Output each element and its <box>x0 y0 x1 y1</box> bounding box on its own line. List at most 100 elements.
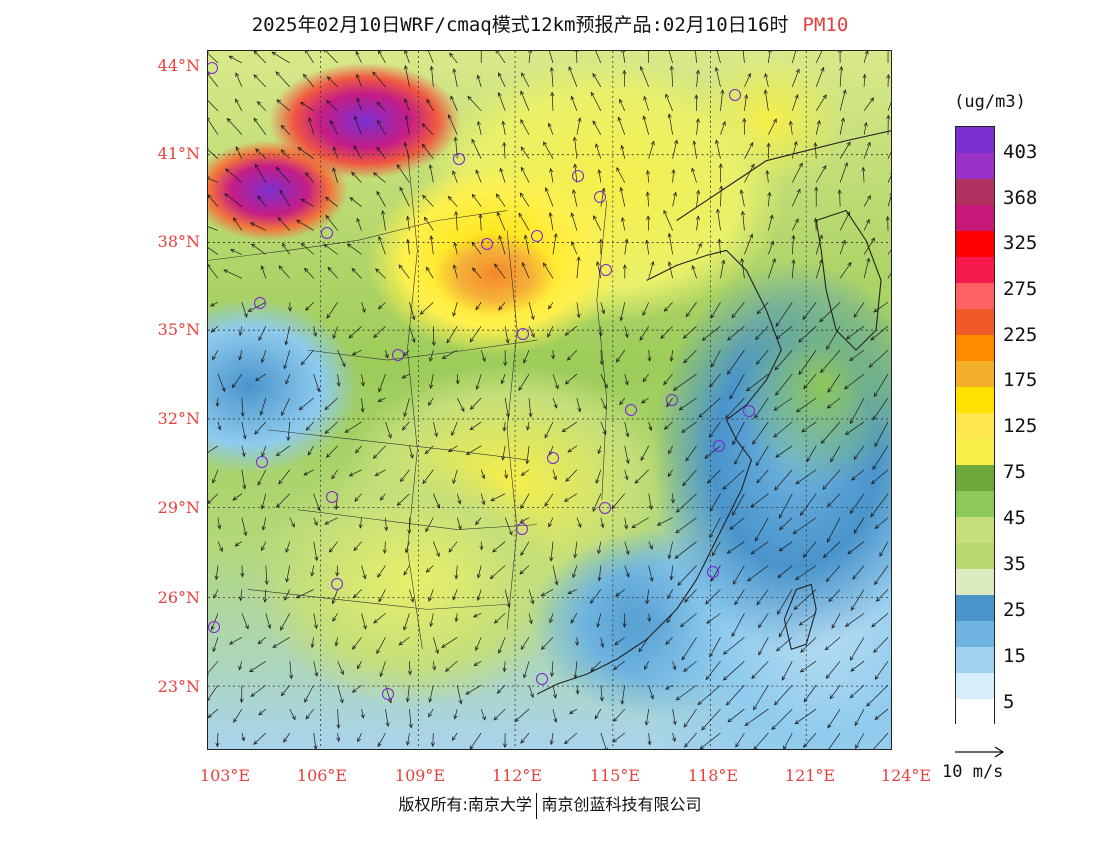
wind-arrowhead <box>285 577 290 583</box>
wind-arrowhead <box>447 114 452 119</box>
colorbar-swatch <box>956 361 994 388</box>
wind-arrow <box>742 211 745 231</box>
wind-arrowhead <box>460 407 465 413</box>
city-marker <box>254 297 266 309</box>
wind-arrow <box>425 445 434 454</box>
wind-arrowhead <box>795 575 800 581</box>
wind-arrowhead <box>822 485 827 490</box>
lon-label: 103°E <box>199 766 251 785</box>
wind-arrow <box>208 53 219 64</box>
wind-arrowhead <box>520 504 525 510</box>
wind-arrow <box>750 541 769 555</box>
wind-arrow <box>621 217 626 231</box>
wind-arrow <box>519 565 530 575</box>
wind-arrow <box>208 194 219 207</box>
wind-arrowhead <box>573 674 578 680</box>
wind-arrowhead <box>310 643 315 649</box>
wind-arrowhead <box>620 217 625 222</box>
forecast-map <box>207 50 892 750</box>
wind-arrow <box>400 469 410 482</box>
wind-arrowhead <box>774 486 779 491</box>
wind-arrowhead <box>523 234 528 240</box>
wind-arrowhead <box>232 217 238 222</box>
wind-arrowhead <box>334 641 339 647</box>
wind-arrow <box>264 589 267 603</box>
wind-arrow <box>552 373 559 389</box>
wind-arrow <box>567 349 578 361</box>
wind-arrowhead <box>890 172 891 175</box>
wind-arrow <box>873 637 889 653</box>
wind-arrowhead <box>572 573 577 579</box>
wind-arrowhead <box>523 358 527 364</box>
wind-arrowhead <box>542 262 547 268</box>
wind-arrow <box>421 143 434 159</box>
wind-arrowhead <box>847 550 852 555</box>
wind-arrowhead <box>467 95 472 101</box>
wind-arrow <box>665 684 673 690</box>
wind-arrowhead <box>248 668 254 673</box>
wind-arrowhead <box>644 665 648 670</box>
wind-arrowhead <box>699 745 705 749</box>
wind-arrowhead <box>820 439 826 444</box>
wind-arrowhead <box>754 536 759 542</box>
wind-arrowhead <box>258 336 263 341</box>
wind-arrow <box>795 565 817 580</box>
wind-arrowhead <box>261 526 266 531</box>
wind-arrowhead <box>874 675 879 681</box>
wind-arrowhead <box>502 426 507 432</box>
wind-arrowhead <box>489 574 495 580</box>
wind-arrowhead <box>373 172 378 177</box>
wind-arrow <box>827 708 841 729</box>
wind-arrowhead <box>695 118 700 123</box>
wind-arrowhead <box>592 507 597 512</box>
wind-arrow <box>520 541 530 556</box>
wind-arrowhead <box>649 577 654 582</box>
wind-arrowhead <box>619 316 624 322</box>
wind-arrow <box>337 685 343 703</box>
wind-arrow <box>869 349 889 368</box>
wind-arrow <box>465 684 482 695</box>
wind-arrowhead <box>238 355 243 361</box>
wind-arrowhead <box>208 117 210 120</box>
wind-arrowhead <box>745 387 751 392</box>
wind-arrowhead <box>362 574 367 580</box>
colorbar-swatch <box>956 231 994 258</box>
wind-arrowhead <box>720 89 725 94</box>
wind-arrowhead <box>409 454 414 459</box>
wind-arrowhead <box>401 425 407 431</box>
wind-arrowhead <box>421 123 427 128</box>
wind-arrow <box>520 119 530 135</box>
wind-arrow <box>744 708 769 726</box>
wind-arrow <box>572 565 578 578</box>
wind-arrow <box>432 637 439 654</box>
wind-arrowhead <box>573 553 578 559</box>
wind-arrow <box>424 217 434 231</box>
wind-arrowhead <box>475 305 480 311</box>
wind-arrowhead <box>457 499 462 505</box>
wind-arrowhead <box>648 426 653 432</box>
map-title: 2025年02月10日WRF/cmaq模式12km预报产品:02月10日16时 P… <box>0 10 1100 37</box>
wind-arrow <box>562 421 578 432</box>
map-overlay <box>208 51 891 749</box>
wind-arrow <box>356 98 362 111</box>
wind-arrow <box>469 421 482 431</box>
wind-arrowhead <box>379 496 385 501</box>
wind-arrow <box>409 661 411 675</box>
wind-arrow <box>301 349 314 365</box>
wind-arrow <box>501 373 506 384</box>
wind-arrowhead <box>774 365 779 371</box>
wind-arrowhead <box>829 694 834 700</box>
wind-arrowhead <box>283 738 288 743</box>
wind-arrow <box>803 732 817 748</box>
wind-arrowhead <box>280 691 286 697</box>
colorbar-label: 175 <box>1003 369 1038 391</box>
wind-arrow <box>648 685 654 699</box>
wind-arrowhead <box>677 581 682 586</box>
wind-arrow <box>375 268 386 279</box>
wind-arrow <box>450 95 458 111</box>
wind-arrow <box>777 565 793 578</box>
wind-arrow <box>674 541 697 559</box>
city-marker <box>256 456 268 468</box>
wind-arrow <box>624 373 628 385</box>
wind-arrow <box>710 302 721 319</box>
